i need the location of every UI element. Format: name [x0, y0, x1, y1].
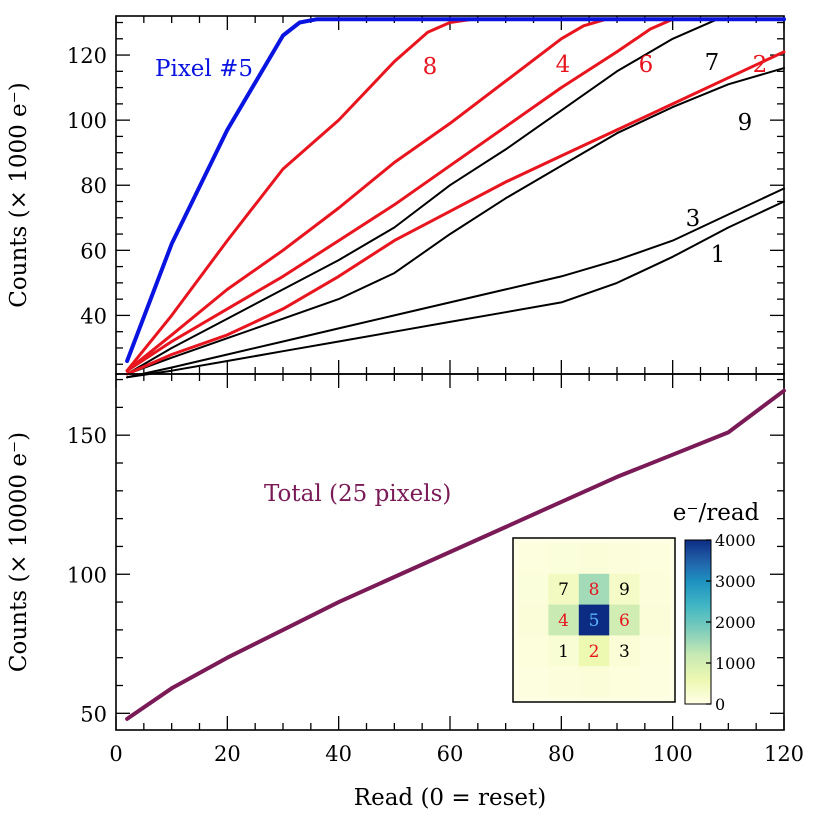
y-tick-label: 150: [67, 424, 107, 448]
series-line-pixel-7: [126, 18, 785, 375]
curve-label-total-25-pixels-: Total (25 pixels): [264, 481, 451, 507]
heatmap-cell: [639, 543, 671, 575]
x-tick-label: 100: [653, 742, 693, 766]
heatmap-pixel-label: 1: [558, 642, 569, 662]
heatmap-cell: [578, 666, 610, 698]
x-tick-label: 40: [325, 742, 352, 766]
x-axis-label: Read (0 = reset): [354, 785, 546, 811]
heatmap-cell: [639, 666, 671, 698]
curve-label-4: 4: [556, 52, 571, 78]
heatmap-cell: [578, 635, 610, 667]
heatmap-frame: [512, 537, 676, 703]
heatmap-cell: [639, 573, 671, 606]
y-tick-label: 60: [80, 239, 107, 263]
heatmap-pixel-label: 6: [619, 611, 630, 631]
heatmap-cell: [639, 635, 671, 667]
x-tick-label: 60: [437, 742, 464, 766]
series-line-pixel-4: [125, 17, 786, 373]
y-tick-label: 100: [67, 563, 107, 587]
curve-label-9: 9: [738, 110, 753, 136]
colorbar-tick-label: 0: [715, 695, 725, 714]
heatmap-cell: [518, 573, 549, 606]
series-line-total-25-pixels-: [125, 388, 786, 721]
curve-label-7: 7: [705, 50, 720, 76]
y-tick-label: 120: [67, 44, 107, 68]
x-tick-label: 0: [109, 742, 122, 766]
colorbar-tick-label: 1000: [715, 654, 756, 673]
colorbar-title: e⁻/read: [673, 500, 760, 526]
curve-label-2: 2: [753, 52, 768, 78]
curve-label-8: 8: [423, 54, 438, 80]
y-tick-label: 50: [80, 702, 107, 726]
heatmap-inset: 7 8 9 4 5 6 1 2 3 0 1000 2000 3000 4000 e⁻/read: [512, 500, 760, 714]
y-tick-label: 100: [67, 109, 107, 133]
heatmap-cell: [578, 604, 610, 636]
curve-label-pixel-5: Pixel #5: [155, 56, 253, 82]
heatmap-pixel-label: 5: [589, 611, 600, 631]
heatmap-pixel-label: 7: [558, 580, 569, 600]
x-tick-label: 20: [214, 742, 241, 766]
heatmap-cell: [548, 604, 580, 636]
heatmap-pixel-label: 9: [619, 580, 630, 600]
colorbar-tick-label: 2000: [715, 613, 756, 632]
curve-label-1: 1: [711, 242, 726, 268]
heatmap-cell: [548, 573, 580, 606]
series-line-pixel-3: [126, 187, 785, 379]
heatmap-cell: [578, 543, 610, 575]
heatmap-pixel-label: 2: [589, 642, 600, 662]
series-line-pixel-1: [126, 200, 785, 379]
y-axis-label: Counts (× 10000 e⁻): [6, 432, 32, 672]
series-line-pixel-9: [126, 67, 785, 375]
curve-label-6: 6: [639, 52, 654, 78]
y-tick-label: 40: [80, 304, 107, 328]
heatmap-cell: [548, 635, 580, 667]
x-tick-label: 80: [548, 742, 575, 766]
heatmap-cell: [609, 666, 641, 698]
heatmap-cell: [609, 573, 641, 606]
heatmap-cell: [518, 604, 549, 636]
heatmap-pixel-label: 3: [619, 642, 630, 662]
y-tick-label: 80: [80, 174, 107, 198]
heatmap-cell: [578, 573, 610, 606]
heatmap-cell: [548, 543, 580, 575]
top-panel: 40 60 80 100 120 Counts (× 1000 e⁻) Pixel #5 8 4…: [6, 15, 786, 379]
heatmap-cell: [518, 666, 549, 698]
heatmap-cell: [639, 604, 671, 636]
series-line-pixel-2: [125, 50, 786, 376]
heatmap-cell: [518, 635, 549, 667]
heatmap-cell: [518, 543, 549, 575]
series-line-pixel-6: [125, 17, 786, 373]
heatmap-pixel-label: 4: [558, 611, 569, 631]
heatmap-cell: [548, 666, 580, 698]
heatmap-cell: [609, 604, 641, 636]
x-tick-label: 120: [764, 742, 804, 766]
heatmap-cell: [609, 635, 641, 667]
colorbar-tick-label: 4000: [715, 531, 756, 550]
heatmap-cell: [609, 543, 641, 575]
series-line-pixel-5: [125, 17, 786, 363]
colorbar-tick-label: 3000: [715, 572, 756, 591]
curve-label-3: 3: [686, 206, 701, 232]
heatmap-pixel-label: 8: [589, 580, 600, 600]
y-axis-label: Counts (× 1000 e⁻): [6, 82, 32, 308]
